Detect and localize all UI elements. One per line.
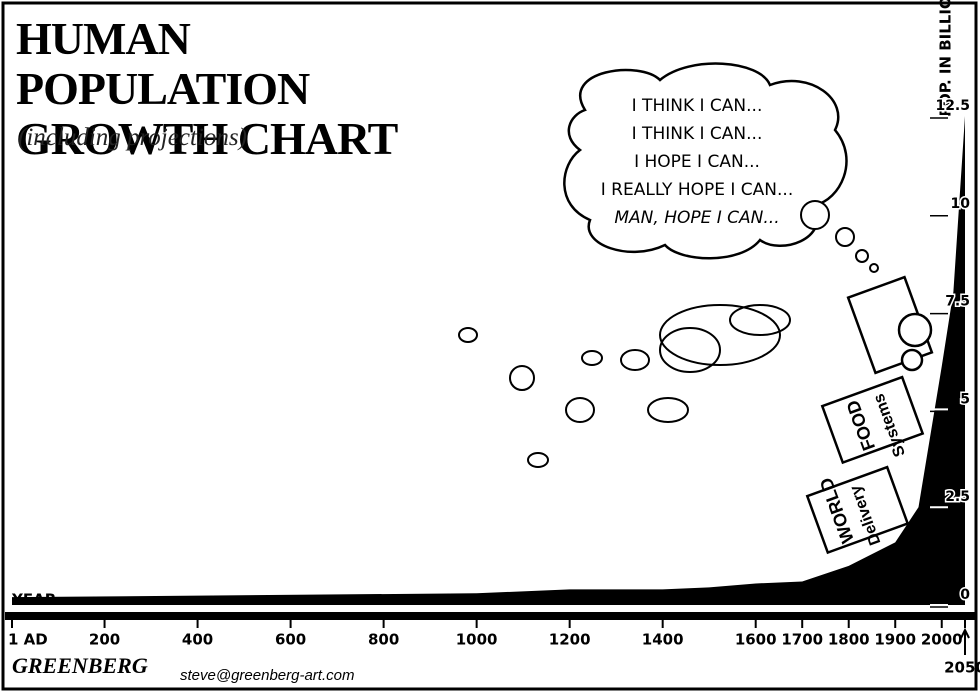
arrow (960, 627, 970, 655)
y-tick-label: 10 (951, 196, 971, 212)
y-tick-label: 0 (960, 587, 970, 603)
x-tick-label: 1200 (549, 631, 591, 649)
chart-subtitle: (including projections) (18, 124, 247, 151)
y-tick-label: 2.5 (945, 489, 970, 505)
bubble-dot (800, 200, 830, 230)
chart-title: HUMAN POPULATION GROWTH CHART (16, 13, 398, 164)
y-tick-label: 7.5 (945, 294, 970, 310)
thought-text: I THINK I CAN... I THINK I CAN... I HOPE I… (601, 96, 793, 228)
x-tick-label: 600 (275, 631, 306, 649)
bubble-dot (855, 249, 869, 263)
thought-line: MAN, HOPE I CAN... (614, 208, 779, 228)
x-tick-label: 800 (368, 631, 399, 649)
x-tick-label: 1000 (456, 631, 498, 649)
thought-line: I THINK I CAN... (632, 124, 763, 144)
x-tick-label: 1400 (642, 631, 684, 649)
x-tick-label: 200 (89, 631, 120, 649)
x-tick-label: 1600 (735, 631, 777, 649)
email: steve@greenberg-art.com (180, 667, 354, 684)
y-tick-label: 12.5 (935, 98, 970, 114)
x-tick-label: 2000 (921, 631, 963, 649)
x-axis-bar (5, 612, 975, 620)
marks (12, 116, 965, 605)
x-tick-label: 1 AD (8, 631, 48, 649)
thought-line: I REALLY HOPE I CAN... (601, 180, 793, 200)
bubble-dot (869, 263, 879, 273)
smoke (458, 304, 791, 468)
thought-line: I THINK I CAN... (632, 96, 763, 116)
x-tick-label: 1800 (828, 631, 870, 649)
population-area (12, 116, 965, 605)
signature: GREENBERG (12, 653, 148, 678)
x-tick-label: 400 (182, 631, 213, 649)
x-axis-label: YEAR (11, 591, 57, 609)
y-axis-label: POP. IN BILLIONS (937, 0, 955, 117)
bubble-dot (835, 227, 855, 247)
x-tick-label: 1700 (781, 631, 823, 649)
y-tick-label: 5 (960, 391, 970, 407)
x-tick-label: 1900 (874, 631, 916, 649)
thought-line: I HOPE I CAN... (634, 152, 760, 172)
train (805, 275, 934, 555)
